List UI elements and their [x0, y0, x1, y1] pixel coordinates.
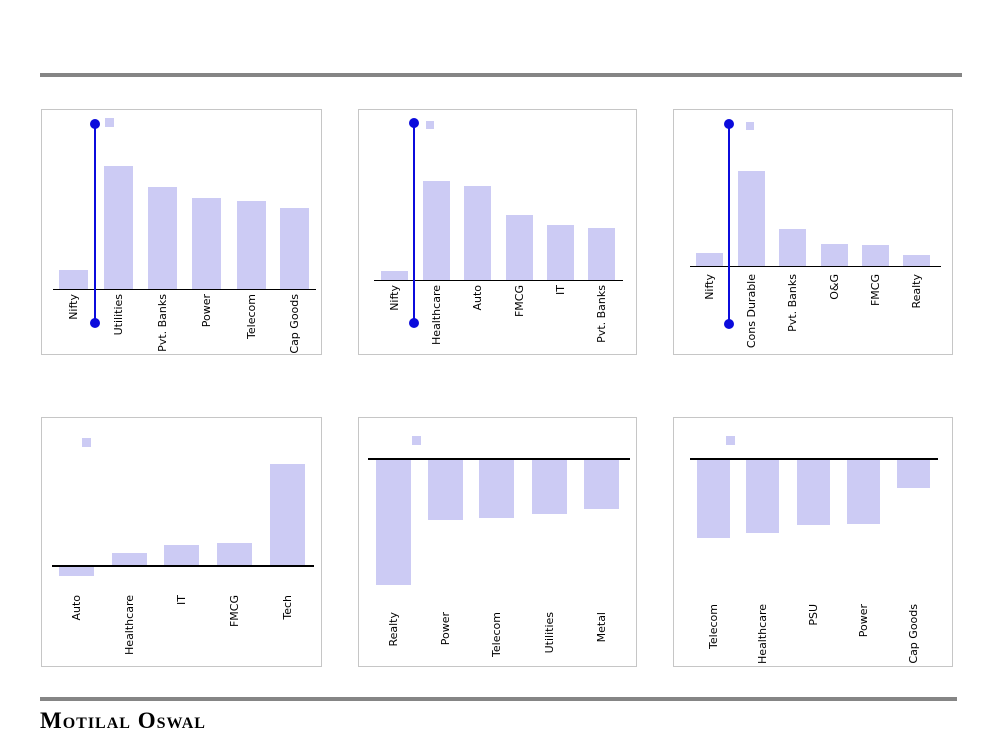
category-label: Auto — [69, 595, 83, 621]
x-axis-line — [52, 565, 314, 567]
bar-telecom — [237, 201, 266, 289]
category-label: Cons Durable — [744, 274, 758, 349]
category-label: Cap Goods — [906, 604, 920, 664]
category-label: FMCG — [868, 274, 882, 307]
bar-nifty — [696, 253, 723, 266]
sector-chart-panel-2: Nifty Healthcare Auto FMCG IT Pvt. Banks — [358, 109, 637, 355]
bar-telecom — [697, 460, 730, 538]
nifty-line-bottom-dot — [409, 318, 419, 328]
x-axis-line — [53, 289, 316, 290]
bar-auto — [464, 186, 491, 280]
bar-telecom — [479, 460, 514, 518]
category-label: Cap Goods — [287, 294, 301, 354]
motilal-oswal-logo: Motilal Oswal — [40, 708, 206, 733]
bar-power — [847, 460, 880, 524]
bar-it — [164, 545, 199, 565]
bar-fmcg — [506, 215, 533, 280]
nifty-line-bottom-dot — [90, 318, 100, 328]
nifty-divider-line — [94, 124, 96, 323]
bar-pvt-banks — [148, 187, 177, 289]
category-label: IT — [174, 595, 188, 605]
bottom-divider-rule — [40, 697, 957, 701]
bar-it — [547, 225, 574, 280]
sector-chart-panel-4: Auto Healthcare IT FMCG Tech — [41, 417, 322, 667]
top-divider-rule — [40, 73, 962, 77]
nifty-line-bottom-dot — [724, 319, 734, 329]
bar-psu — [797, 460, 830, 525]
bar-nifty — [381, 271, 408, 280]
nifty-line-top-dot — [724, 119, 734, 129]
bar-metal — [584, 460, 619, 509]
x-axis-line — [690, 458, 938, 460]
series-legend-marker-icon — [726, 436, 735, 445]
category-label: Power — [438, 612, 452, 646]
category-label: Realty — [909, 274, 923, 309]
series-legend-marker-icon — [82, 438, 91, 447]
category-label: Healthcare — [755, 604, 769, 664]
category-label: Pvt. Banks — [155, 294, 169, 352]
category-label: Nifty — [66, 294, 80, 320]
category-label: Utilities — [542, 612, 556, 654]
category-label: Telecom — [244, 294, 258, 339]
bar-healthcare — [746, 460, 779, 533]
bar-pvt-banks — [588, 228, 615, 280]
bar-power — [192, 198, 221, 289]
category-label: Power — [856, 604, 870, 638]
category-label: FMCG — [227, 595, 241, 628]
category-label: Pvt. Banks — [785, 274, 799, 332]
category-label: O&G — [827, 274, 841, 300]
bar-healthcare — [423, 181, 450, 280]
bar-utilities — [104, 166, 133, 289]
category-label: Nifty — [702, 274, 716, 300]
bar-fmcg — [862, 245, 889, 266]
bar-healthcare — [112, 553, 147, 565]
nifty-divider-line — [728, 124, 730, 324]
x-axis-line — [690, 266, 941, 267]
bar-realty — [903, 255, 930, 266]
category-label: Telecom — [489, 612, 503, 657]
category-label: Tech — [280, 595, 294, 620]
series-legend-marker-icon — [105, 118, 114, 127]
category-label: Auto — [470, 285, 484, 311]
sector-chart-panel-1: Nifty Utilities Pvt. Banks Power Telecom Cap … — [41, 109, 322, 355]
bar-nifty — [59, 270, 88, 289]
sector-chart-panel-5: Realty Power Telecom Utilities Metal — [358, 417, 637, 667]
category-label: Realty — [386, 612, 400, 647]
nifty-line-top-dot — [409, 118, 419, 128]
bar-power — [428, 460, 463, 520]
x-axis-line — [368, 458, 630, 460]
series-legend-marker-icon — [746, 122, 754, 130]
x-axis-line — [374, 280, 623, 281]
nifty-divider-line — [413, 123, 415, 323]
category-label: Utilities — [111, 294, 125, 336]
category-label: Healthcare — [122, 595, 136, 655]
bar-o-g — [821, 244, 848, 266]
bar-cap-goods — [897, 460, 930, 488]
bar-cap-goods — [280, 208, 309, 289]
category-label: PSU — [806, 604, 820, 626]
category-label: FMCG — [512, 285, 526, 318]
sector-chart-panel-3: Nifty Cons Durable Pvt. Banks O&G FMCG Realty — [673, 109, 953, 355]
category-label: Healthcare — [429, 285, 443, 345]
category-label: Telecom — [706, 604, 720, 649]
category-label: Pvt. Banks — [594, 285, 608, 343]
bar-fmcg — [217, 543, 252, 565]
bar-realty — [376, 460, 411, 585]
bar-tech — [270, 464, 305, 565]
category-label: Metal — [594, 612, 608, 643]
bar-utilities — [532, 460, 567, 514]
category-label: IT — [553, 285, 567, 295]
bar-auto — [59, 567, 94, 576]
series-legend-marker-icon — [426, 121, 434, 129]
bar-cons-durable — [738, 171, 765, 266]
category-label: Nifty — [387, 285, 401, 311]
category-label: Power — [199, 294, 213, 328]
series-legend-marker-icon — [412, 436, 421, 445]
bar-pvt-banks — [779, 229, 806, 266]
sector-chart-panel-6: Telecom Healthcare PSU Power Cap Goods — [673, 417, 953, 667]
nifty-line-top-dot — [90, 119, 100, 129]
